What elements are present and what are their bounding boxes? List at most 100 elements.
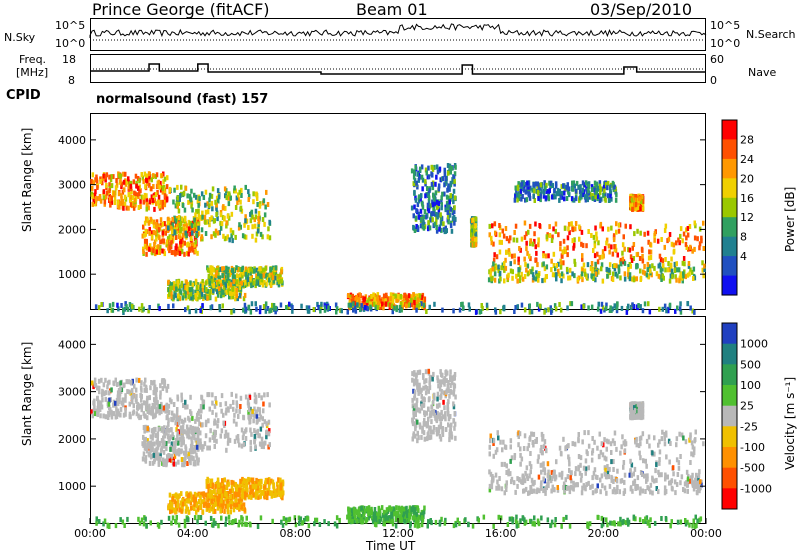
- echo-cell-p0-r6-251: [474, 237, 477, 243]
- echo-cell-p0-r3-222: [257, 271, 260, 277]
- echo-cell-p1-r0-85: [110, 409, 113, 415]
- echo-cell-p0-r2-132: [168, 234, 171, 240]
- echo-cell-p1-r2-85: [195, 416, 199, 422]
- echo-cell-p0-r0-77: [148, 174, 151, 180]
- echo-cell-p1-r1-196: [179, 449, 182, 455]
- echo-cell-p0-r5-110: [417, 198, 421, 204]
- echo-cell-p0-r7-61: [641, 253, 644, 259]
- echo-cell-p0-r8-213: [605, 266, 608, 272]
- echo-cell-p0-r7-40: [643, 231, 646, 237]
- echo-cell-p0-r5-232: [415, 180, 418, 186]
- colorbar-tick-p0-3: 16: [740, 192, 754, 205]
- echo-cell-p0-r8-108: [661, 266, 664, 272]
- echo-cell-p0-r7-199: [590, 233, 593, 238]
- echo-cell-p0-r0-148: [142, 179, 145, 185]
- echo-cell-p0-r8-150: [576, 276, 580, 282]
- echo-cell-p0-r3-225: [247, 267, 250, 273]
- echo-cell-p0-r4-191: [179, 289, 182, 295]
- echo-cell-p1-r3-233: [234, 482, 237, 488]
- echo-cell-p0-r8-218: [617, 267, 621, 273]
- echo-cell-p1-r0-170: [106, 384, 109, 390]
- echo-cell-p1-r5-93: [420, 434, 423, 440]
- echo-cell-p0-r12-225: [306, 308, 310, 314]
- colorbar-tick-p0-4: 12: [740, 211, 754, 224]
- echo-cell-p1-r2-99: [176, 421, 179, 427]
- echo-cell-p0-r5-155: [437, 183, 441, 189]
- echo-cell-p1-r5-247: [413, 393, 417, 398]
- echo-cell-p0-r2-100: [262, 198, 266, 204]
- echo-cell-p1-r1-181: [183, 429, 186, 435]
- echo-cell-p0-r11-219: [388, 302, 392, 308]
- echo-cell-p1-r3-235: [217, 482, 221, 488]
- echo-cell-p0-r0-128: [155, 172, 159, 178]
- echo-cell-p1-r5-146: [423, 436, 427, 442]
- echo-cell-p1-r2-194: [197, 438, 200, 444]
- echo-cell-p0-r0-225: [110, 195, 113, 201]
- echo-cell-p0-r9-105: [585, 189, 589, 195]
- echo-cell-p1-r3-256: [260, 478, 263, 484]
- colorbar-swatch-p0-3: [722, 178, 737, 199]
- echo-cell-p0-r1-75: [151, 234, 154, 240]
- echo-cell-p1-r2-37: [237, 414, 240, 419]
- echo-cell-p0-r1-199: [168, 244, 171, 250]
- nsearch-tick-top: 10^5: [710, 19, 741, 32]
- echo-cell-p0-r12-88: [536, 301, 539, 307]
- echo-cell-p0-r3-25: [267, 272, 270, 278]
- echo-cell-p0-r12-25: [347, 302, 351, 308]
- echo-cell-p0-r0-256: [138, 178, 141, 184]
- echo-cell-p1-r4-176: [192, 494, 195, 500]
- echo-cell-p1-r2-121: [253, 439, 256, 445]
- echo-cell-p0-r11-201: [347, 293, 350, 298]
- echo-cell-p0-r9-247: [554, 181, 558, 187]
- echo-cell-p1-r1-175: [157, 459, 161, 465]
- echo-cell-p0-r2-160: [168, 186, 172, 192]
- echo-cell-p0-r5-86: [420, 200, 424, 206]
- echo-cell-p1-r2-247: [182, 436, 185, 442]
- echo-cell-p1-r1-165: [193, 435, 196, 441]
- echo-cell-p0-r0-254: [119, 173, 123, 179]
- echo-cell-p1-r2-246: [265, 421, 268, 427]
- echo-cell-p0-r7-11: [533, 231, 536, 237]
- echo-cell-p0-r12-182: [637, 303, 640, 308]
- echo-cell-p0-r7-154: [564, 249, 567, 254]
- echo-cell-p1-r4-256: [176, 503, 179, 509]
- echo-cell-p0-r11-199: [365, 303, 369, 308]
- echo-cell-p0-r9-231: [567, 186, 570, 192]
- echo-cell-p0-r9-249: [533, 188, 536, 194]
- echo-cell-p1-r4-216: [190, 505, 193, 511]
- echo-cell-p0-r11-176: [410, 302, 414, 308]
- echo-cell-p0-r5-149: [446, 214, 450, 220]
- echo-cell-p0-r0-133: [132, 205, 136, 211]
- echo-cell-p0-r2-202: [225, 220, 228, 226]
- echo-cell-p1-r1-28: [163, 433, 167, 439]
- echo-cell-p1-r3-64: [245, 492, 249, 498]
- echo-cell-p0-r5-216: [453, 195, 457, 201]
- echo-cell-p1-r2-105: [235, 403, 239, 409]
- echo-cell-p0-r11-249: [417, 297, 420, 303]
- echo-cell-p1-r4-245: [221, 503, 224, 509]
- echo-cell-p0-r0-164: [134, 202, 137, 208]
- freq-tick-bottom: 8: [68, 74, 75, 87]
- echo-cell-p0-r1-169: [161, 248, 164, 254]
- echo-cell-p1-r4-254: [220, 498, 223, 504]
- echo-cell-p1-r1-118: [191, 425, 195, 431]
- echo-cell-p1-r3-238: [242, 478, 246, 484]
- echo-cell-p0-r4-176: [220, 283, 223, 289]
- echo-cell-p1-r5-52: [413, 389, 417, 395]
- echo-cell-p0-r2-254: [190, 223, 194, 229]
- echo-cell-p0-r9-43: [597, 193, 601, 198]
- echo-cell-p1-r3-252: [260, 490, 263, 495]
- echo-cell-p1-r2-149: [242, 442, 246, 448]
- echo-cell-p0-r12-5: [108, 303, 112, 309]
- echo-cell-p1-r2-227: [204, 422, 208, 428]
- echo-cell-p0-r5-58: [425, 170, 428, 176]
- echo-cell-p0-r2-192: [193, 192, 196, 198]
- echo-cell-p0-r7-252: [638, 256, 642, 261]
- echo-cell-p1-r1-112: [155, 439, 159, 445]
- echo-cell-p1-r2-150: [259, 414, 263, 420]
- echo-cell-p0-r8-172: [571, 271, 574, 277]
- echo-cell-p0-r4-242: [235, 279, 238, 285]
- echo-cell-p1-r4-195: [196, 506, 200, 511]
- echo-cell-p0-r3-249: [262, 272, 266, 278]
- echo-cell-p1-r3-39: [257, 494, 260, 500]
